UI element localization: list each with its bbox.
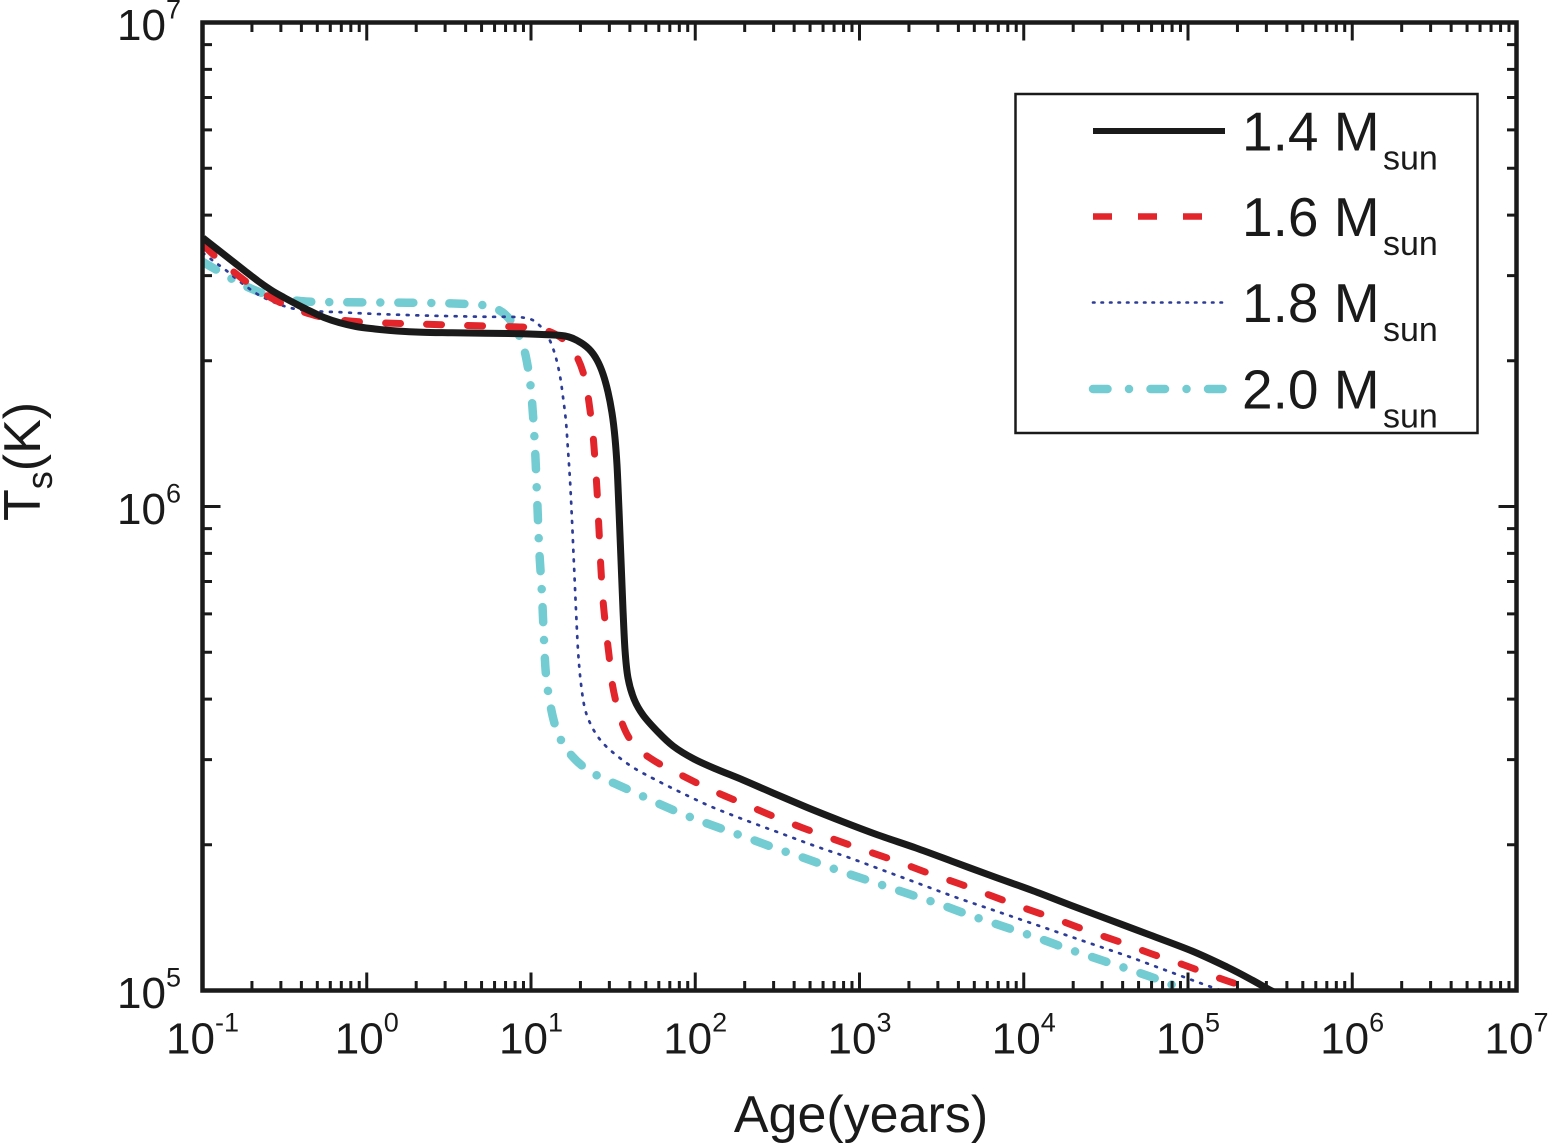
svg-text:sun: sun (1383, 140, 1438, 178)
svg-text:Ts(K): Ts(K) (0, 402, 60, 521)
svg-text:Age(years): Age(years) (734, 1086, 988, 1144)
svg-text:1.8 M: 1.8 M (1242, 272, 1380, 334)
svg-text:2.0 M: 2.0 M (1242, 359, 1380, 421)
svg-text:1.4 M: 1.4 M (1242, 101, 1380, 163)
svg-text:1.6 M: 1.6 M (1242, 186, 1380, 248)
svg-text:sun: sun (1383, 225, 1438, 263)
svg-text:sun: sun (1383, 311, 1438, 349)
svg-text:sun: sun (1383, 398, 1438, 436)
